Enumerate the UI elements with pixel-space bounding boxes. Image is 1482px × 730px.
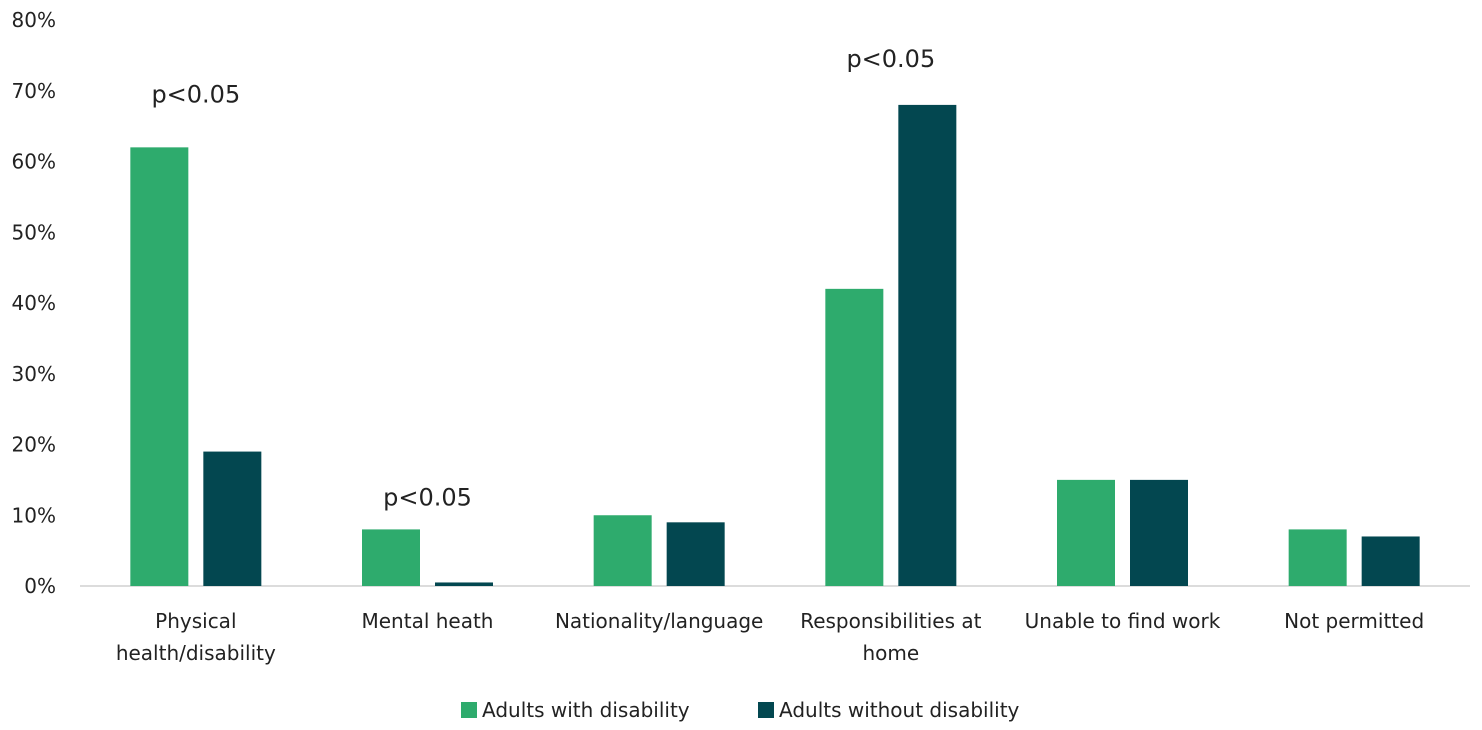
x-tick-label: Mental heath	[361, 609, 493, 633]
bar	[825, 288, 884, 586]
bar	[362, 529, 420, 586]
x-tick-label: Responsibilities at home	[800, 609, 981, 665]
legend-label: Adults without disability	[779, 698, 1020, 722]
bar	[1361, 536, 1420, 586]
bar	[666, 522, 725, 586]
bar	[203, 451, 262, 586]
bar	[1057, 479, 1115, 586]
y-tick-label: 70%	[12, 79, 56, 103]
bar	[435, 582, 493, 586]
y-tick-label: 20%	[12, 433, 56, 457]
x-tick-label: Physical health/disability	[116, 609, 276, 665]
bar	[898, 104, 957, 587]
significance-annotation: p<0.05	[151, 80, 240, 108]
y-tick-label: 30%	[12, 362, 56, 386]
y-tick-label: 50%	[12, 220, 56, 244]
y-tick-label: 40%	[12, 291, 56, 315]
significance-annotation: p<0.05	[383, 484, 472, 512]
bars	[130, 104, 1420, 587]
x-axis: Physical health/disability Mental heath Nat…	[116, 609, 1424, 665]
legend-label: Adults with disability	[482, 698, 690, 722]
y-tick-label: 60%	[12, 150, 56, 174]
x-tick-label: Unable to find work	[1025, 609, 1221, 633]
bar	[130, 147, 189, 586]
y-tick-label: 10%	[12, 503, 56, 527]
bar	[593, 515, 652, 586]
annotations: p<0.05 p<0.05 p<0.05	[151, 45, 935, 512]
bar	[1130, 479, 1188, 586]
bar	[1288, 529, 1347, 586]
y-tick-label: 80%	[12, 8, 56, 32]
significance-annotation: p<0.05	[846, 45, 935, 73]
y-tick-label: 0%	[24, 574, 56, 598]
x-tick-label: Not permitted	[1284, 609, 1424, 633]
legend: Adults with disability Adults without dis…	[461, 698, 1020, 722]
x-tick-label: Nationality/language	[555, 609, 763, 633]
legend-swatch	[758, 702, 774, 718]
y-axis: 0% 10% 20% 30% 40% 50% 60% 70% 80%	[12, 8, 56, 598]
legend-swatch	[461, 702, 477, 718]
